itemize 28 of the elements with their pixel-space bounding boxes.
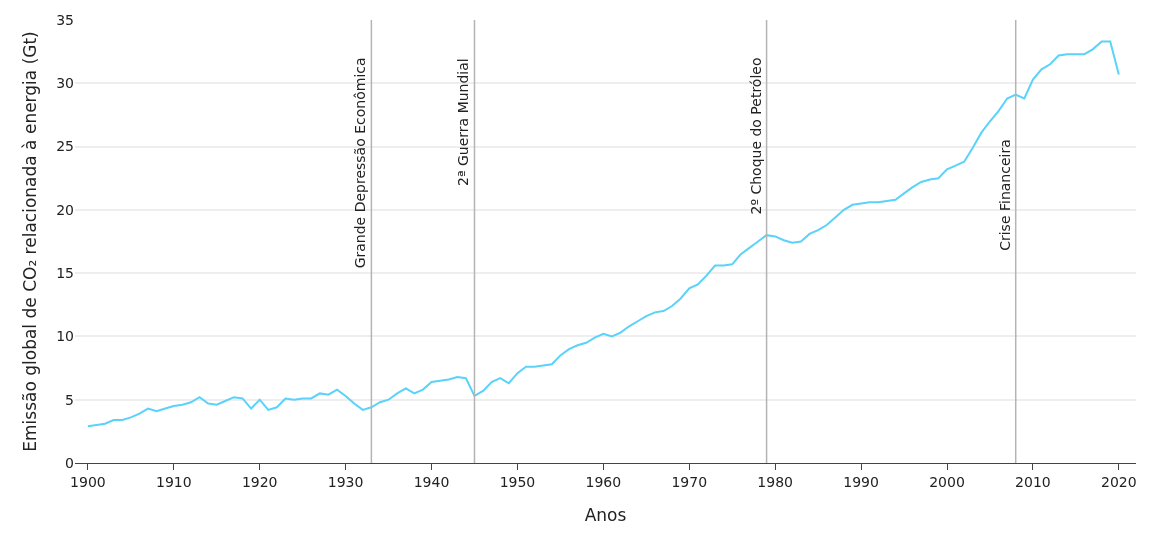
x-tick-label: 1930 (327, 473, 364, 490)
x-tick-label: 1990 (843, 473, 879, 490)
x-axis-title: Anos (584, 505, 627, 526)
y-tick-label: 10 (56, 328, 74, 345)
x-tick-label: 2010 (1015, 473, 1051, 490)
y-tick-label: 25 (56, 138, 74, 155)
y-tick-label: 15 (56, 265, 74, 282)
ref-line-label: Grande Depressão Econômica (352, 57, 369, 269)
x-tick-label: 1940 (413, 473, 450, 490)
x-tick-label: 1980 (757, 473, 793, 490)
y-tick-label: 30 (56, 75, 74, 92)
x-tick-label: 1970 (671, 473, 708, 490)
y-tick-label: 35 (56, 11, 74, 28)
x-tick-label: 1900 (70, 473, 106, 490)
y-tick-label: 5 (65, 391, 74, 408)
y-tick-label: 20 (56, 201, 74, 218)
y-tick-label: 0 (65, 454, 74, 471)
x-tick-label: 1910 (155, 473, 192, 490)
x-tick-label: 2000 (929, 473, 965, 490)
y-axis-title: Emissão global de CO₂ relacionada à energia (Gt) (19, 31, 40, 452)
line-series (86, 40, 1120, 428)
x-tick-label: 1920 (241, 473, 278, 490)
x-tick-label: 2020 (1101, 473, 1137, 490)
ref-line-label: 2ª Guerra Mundial (455, 58, 472, 186)
x-tick-label: 1950 (499, 473, 536, 490)
ref-line-label: Crise Financeira (996, 139, 1013, 251)
ref-line-label: 2º Choque do Petróleo (747, 57, 764, 215)
x-tick-label: 1960 (585, 473, 622, 490)
